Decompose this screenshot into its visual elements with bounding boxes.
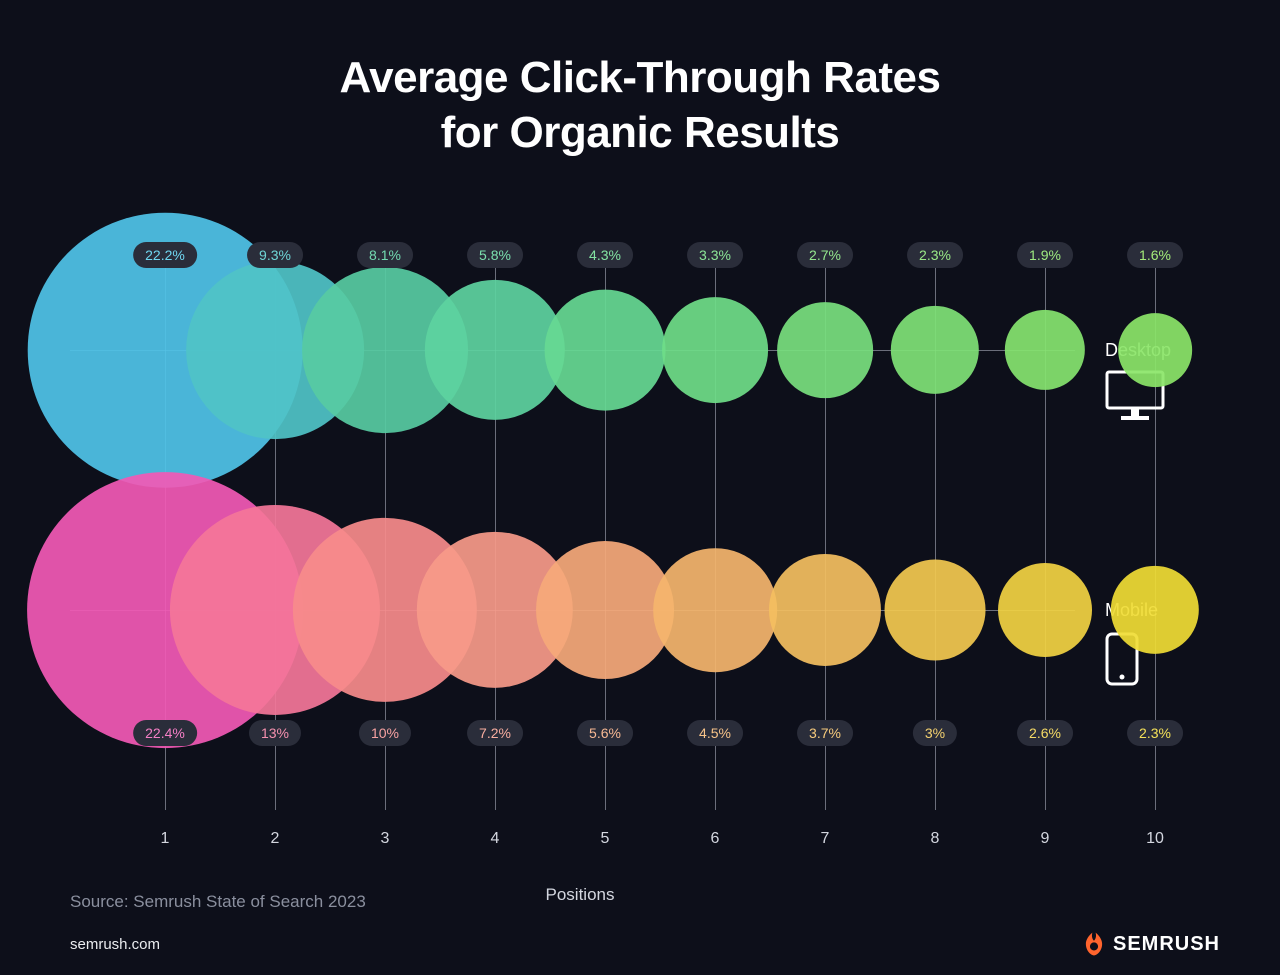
position-label: 1 <box>161 830 170 848</box>
desktop-bubble <box>662 297 768 403</box>
desktop-bubble <box>777 302 873 398</box>
brand-logo: SEMRUSH <box>1081 931 1220 957</box>
x-axis-label: Positions <box>546 885 615 905</box>
ctr-bubble-chart: Positions 1234567891022.2%9.3%8.1%5.8%4.… <box>70 220 1090 790</box>
mobile-bubble <box>653 548 777 672</box>
position-label: 6 <box>711 830 720 848</box>
brand-name: SEMRUSH <box>1113 933 1220 956</box>
desktop-value-pill: 9.3% <box>247 242 303 268</box>
mobile-value-pill: 3.7% <box>797 720 853 746</box>
mobile-value-pill: 2.3% <box>1127 720 1183 746</box>
mobile-value-pill: 4.5% <box>687 720 743 746</box>
desktop-value-pill: 1.9% <box>1017 242 1073 268</box>
desktop-value-pill: 3.3% <box>687 242 743 268</box>
position-label: 3 <box>381 830 390 848</box>
mobile-bubble <box>998 563 1092 657</box>
position-label: 5 <box>601 830 610 848</box>
mobile-value-pill: 2.6% <box>1017 720 1073 746</box>
desktop-value-pill: 1.6% <box>1127 242 1183 268</box>
mobile-value-pill: 7.2% <box>467 720 523 746</box>
position-label: 7 <box>821 830 830 848</box>
mobile-bubble <box>1111 566 1199 654</box>
desktop-value-pill: 5.8% <box>467 242 523 268</box>
desktop-value-pill: 8.1% <box>357 242 413 268</box>
source-citation: Source: Semrush State of Search 2023 <box>70 892 366 912</box>
chart-title: Average Click-Through Rates for Organic … <box>0 0 1280 160</box>
site-url: semrush.com <box>70 936 160 953</box>
desktop-bubble <box>891 306 979 394</box>
desktop-value-pill: 4.3% <box>577 242 633 268</box>
position-label: 10 <box>1146 830 1164 848</box>
desktop-value-pill: 22.2% <box>133 242 197 268</box>
position-label: 8 <box>931 830 940 848</box>
title-line-2: for Organic Results <box>441 108 840 157</box>
position-label: 9 <box>1041 830 1050 848</box>
mobile-value-pill: 13% <box>249 720 301 746</box>
semrush-flame-icon <box>1081 931 1107 957</box>
position-label: 4 <box>491 830 500 848</box>
mobile-value-pill: 22.4% <box>133 720 197 746</box>
desktop-bubble <box>545 290 666 411</box>
mobile-value-pill: 10% <box>359 720 411 746</box>
desktop-bubble <box>1005 310 1085 390</box>
title-line-1: Average Click-Through Rates <box>339 53 940 102</box>
mobile-bubble <box>885 560 986 661</box>
desktop-value-pill: 2.3% <box>907 242 963 268</box>
mobile-bubble <box>769 554 881 666</box>
mobile-value-pill: 5.6% <box>577 720 633 746</box>
desktop-value-pill: 2.7% <box>797 242 853 268</box>
desktop-bubble <box>1118 313 1192 387</box>
position-label: 2 <box>271 830 280 848</box>
mobile-value-pill: 3% <box>913 720 957 746</box>
